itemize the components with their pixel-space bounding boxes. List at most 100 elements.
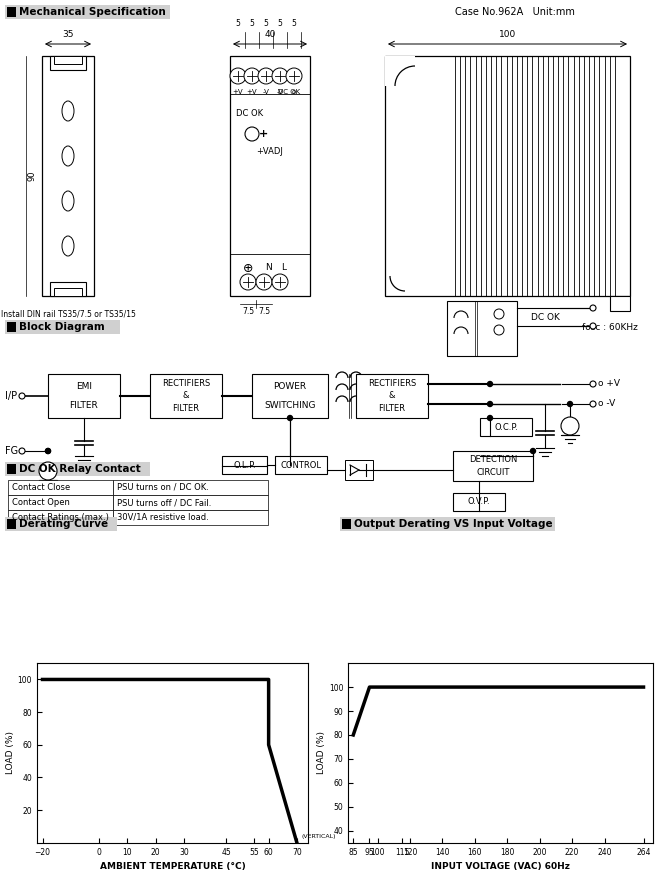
Text: Block Diagram: Block Diagram bbox=[19, 322, 105, 332]
Text: DC OK Relay Contact: DC OK Relay Contact bbox=[19, 464, 141, 474]
Text: Mechanical Specification: Mechanical Specification bbox=[19, 7, 165, 17]
Circle shape bbox=[258, 68, 274, 84]
Circle shape bbox=[488, 415, 492, 420]
Text: Case No.962A   Unit:mm: Case No.962A Unit:mm bbox=[455, 7, 575, 17]
Text: 5: 5 bbox=[291, 19, 296, 28]
Text: O.L.P.: O.L.P. bbox=[233, 461, 256, 470]
Bar bbox=[50, 282, 86, 296]
Text: PSU turns off / DC Fail.: PSU turns off / DC Fail. bbox=[117, 498, 211, 507]
Text: 5: 5 bbox=[263, 19, 269, 28]
Bar bbox=[150, 374, 222, 418]
Circle shape bbox=[19, 448, 25, 454]
Bar bbox=[8, 480, 113, 495]
Text: 90: 90 bbox=[27, 171, 36, 181]
Bar bbox=[230, 56, 310, 296]
Bar bbox=[113, 480, 268, 495]
Bar bbox=[50, 56, 86, 70]
Text: DC OK: DC OK bbox=[531, 313, 560, 321]
Bar bbox=[7, 7, 16, 17]
Bar bbox=[5, 5, 170, 19]
Bar bbox=[356, 374, 428, 418]
Text: CIRCUIT: CIRCUIT bbox=[476, 468, 510, 477]
Bar bbox=[7, 322, 16, 332]
Circle shape bbox=[287, 415, 293, 420]
X-axis label: AMBIENT TEMPERATURE (°C): AMBIENT TEMPERATURE (°C) bbox=[100, 862, 245, 871]
Text: O.C.P.: O.C.P. bbox=[494, 422, 518, 432]
Text: 5: 5 bbox=[249, 19, 255, 28]
Bar bbox=[5, 462, 150, 476]
Text: 35: 35 bbox=[62, 30, 74, 39]
Text: 100: 100 bbox=[499, 30, 516, 39]
Circle shape bbox=[590, 323, 596, 329]
Text: 7.5: 7.5 bbox=[258, 307, 270, 316]
Circle shape bbox=[286, 68, 302, 84]
Text: Install DIN rail TS35/7.5 or TS35/15: Install DIN rail TS35/7.5 or TS35/15 bbox=[1, 309, 135, 319]
Bar bbox=[5, 320, 120, 334]
Bar bbox=[275, 456, 327, 474]
Bar bbox=[222, 456, 267, 474]
Text: RECTIFIERS: RECTIFIERS bbox=[162, 379, 210, 388]
Circle shape bbox=[240, 274, 256, 290]
Bar bbox=[447, 301, 517, 356]
Bar bbox=[54, 56, 82, 64]
Text: -V: -V bbox=[263, 89, 269, 95]
Text: o -V: o -V bbox=[598, 399, 615, 408]
Ellipse shape bbox=[62, 101, 74, 121]
Circle shape bbox=[272, 68, 288, 84]
Text: FILTER: FILTER bbox=[379, 404, 405, 413]
Text: O.V.P.: O.V.P. bbox=[468, 498, 490, 506]
Text: FG: FG bbox=[5, 446, 18, 456]
Text: POWER: POWER bbox=[273, 382, 307, 392]
Text: ⊕: ⊕ bbox=[243, 262, 253, 274]
Ellipse shape bbox=[62, 191, 74, 211]
Circle shape bbox=[590, 381, 596, 387]
Text: PSU turns on / DC OK.: PSU turns on / DC OK. bbox=[117, 483, 209, 492]
Text: SWITCHING: SWITCHING bbox=[264, 401, 316, 410]
Circle shape bbox=[531, 449, 535, 454]
Text: Contact Ratings (max.): Contact Ratings (max.) bbox=[12, 513, 109, 522]
Circle shape bbox=[590, 401, 596, 407]
Bar bbox=[385, 56, 415, 86]
Circle shape bbox=[494, 325, 504, 335]
Text: I/P: I/P bbox=[5, 391, 17, 401]
Text: DETECTION: DETECTION bbox=[469, 456, 517, 464]
Circle shape bbox=[488, 401, 492, 406]
Text: +V: +V bbox=[232, 89, 243, 95]
Circle shape bbox=[46, 449, 50, 454]
Bar bbox=[5, 517, 117, 531]
Bar bbox=[385, 56, 630, 296]
Text: 5: 5 bbox=[236, 19, 241, 28]
Text: DC OK: DC OK bbox=[237, 110, 263, 118]
Bar bbox=[42, 56, 94, 296]
Bar bbox=[342, 519, 351, 529]
Bar bbox=[610, 296, 630, 311]
Bar bbox=[7, 519, 16, 529]
Text: L: L bbox=[281, 264, 287, 272]
Bar bbox=[7, 464, 16, 474]
Bar bbox=[340, 517, 555, 531]
Text: &: & bbox=[389, 392, 395, 400]
Text: FILTER: FILTER bbox=[172, 404, 200, 413]
Bar bbox=[8, 510, 113, 525]
Text: DC OK: DC OK bbox=[278, 89, 300, 95]
Text: +VADJ: +VADJ bbox=[257, 147, 283, 157]
Circle shape bbox=[19, 393, 25, 399]
Text: Derating Curve: Derating Curve bbox=[19, 519, 108, 529]
X-axis label: INPUT VOLTAGE (VAC) 60Hz: INPUT VOLTAGE (VAC) 60Hz bbox=[431, 862, 570, 871]
Circle shape bbox=[567, 401, 572, 406]
Circle shape bbox=[230, 68, 246, 84]
Text: 5: 5 bbox=[277, 19, 283, 28]
Text: 30V/1A resistive load.: 30V/1A resistive load. bbox=[117, 513, 209, 522]
Bar bbox=[113, 510, 268, 525]
Bar bbox=[8, 495, 113, 510]
Text: &: & bbox=[183, 392, 189, 400]
Circle shape bbox=[46, 449, 50, 454]
Bar bbox=[48, 374, 120, 418]
Text: RECTIFIERS: RECTIFIERS bbox=[368, 379, 416, 388]
Circle shape bbox=[494, 309, 504, 319]
Bar bbox=[453, 493, 505, 511]
Text: +V: +V bbox=[247, 89, 257, 95]
Y-axis label: LOAD (%): LOAD (%) bbox=[6, 731, 15, 774]
Text: o: o bbox=[292, 89, 296, 95]
Circle shape bbox=[256, 274, 272, 290]
